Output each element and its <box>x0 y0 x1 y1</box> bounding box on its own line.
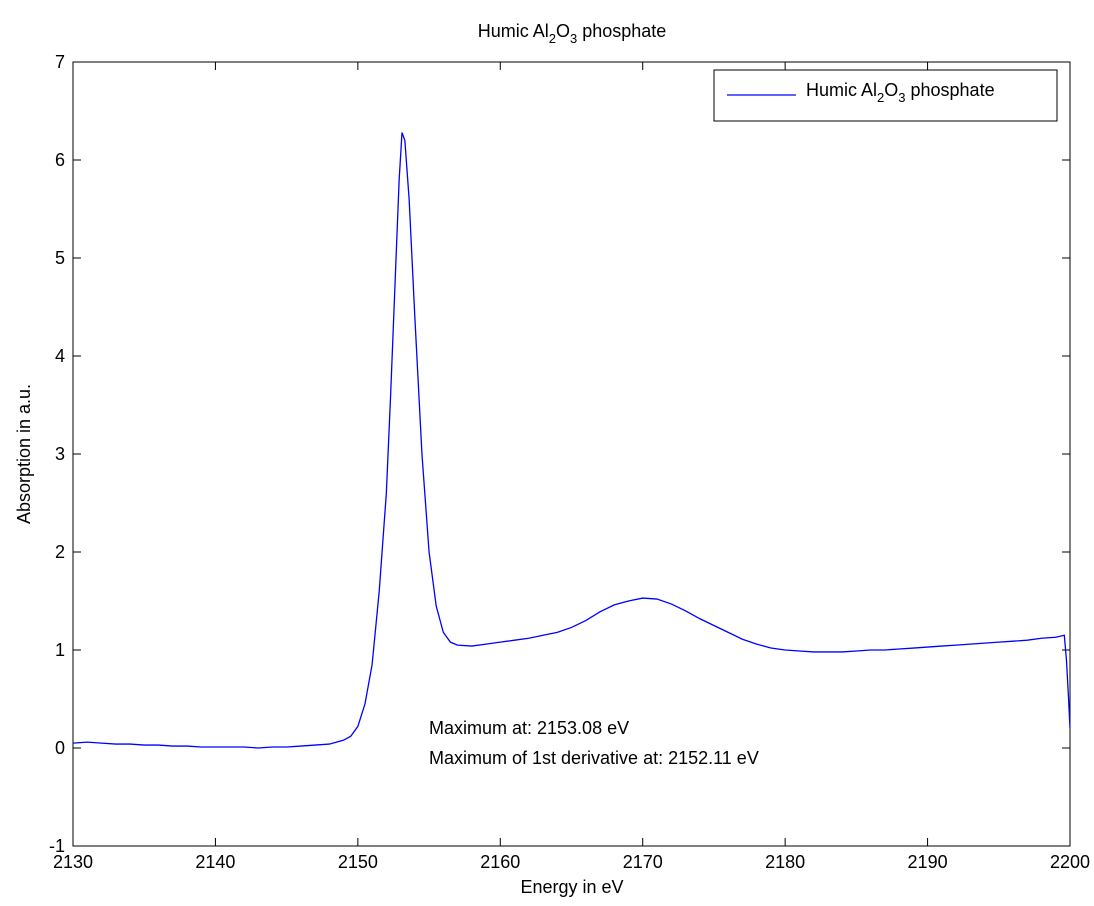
legend-label: Humic Al2O3 phosphate <box>806 80 995 105</box>
x-axis-ticks: 2130 2140 2150 2160 2170 2180 2190 2200 <box>53 62 1090 872</box>
y-tick-label: -1 <box>49 836 65 856</box>
series-line-humic <box>72 132 1071 749</box>
y-tick-label: 2 <box>55 542 65 562</box>
legend: Humic Al2O3 phosphate <box>713 69 1058 122</box>
y-tick-label: 3 <box>55 444 65 464</box>
x-tick-label: 2170 <box>623 852 663 872</box>
x-tick-label: 2150 <box>338 852 378 872</box>
y-tick-label: 0 <box>55 738 65 758</box>
x-tick-label: 2180 <box>765 852 805 872</box>
x-axis-label: Energy in eV <box>520 877 623 897</box>
chart-title: Humic Al2O3 phosphate <box>478 21 667 46</box>
x-tick-label: 2130 <box>53 852 93 872</box>
y-tick-label: 7 <box>55 52 65 72</box>
y-axis-ticks: -1 0 1 2 3 4 5 6 7 <box>49 52 1070 856</box>
y-tick-label: 1 <box>55 640 65 660</box>
x-tick-label: 2190 <box>908 852 948 872</box>
annotation-maximum: Maximum at: 2153.08 eV <box>429 718 629 738</box>
y-axis-label: Absorption in a.u. <box>14 384 34 524</box>
y-tick-label: 5 <box>55 248 65 268</box>
x-tick-label: 2200 <box>1050 852 1090 872</box>
x-tick-label: 2140 <box>195 852 235 872</box>
annotation-derivative: Maximum of 1st derivative at: 2152.11 eV <box>429 748 759 768</box>
y-tick-label: 4 <box>55 346 65 366</box>
x-tick-label: 2160 <box>480 852 520 872</box>
y-tick-label: 6 <box>55 150 65 170</box>
plot-area <box>72 61 1071 847</box>
